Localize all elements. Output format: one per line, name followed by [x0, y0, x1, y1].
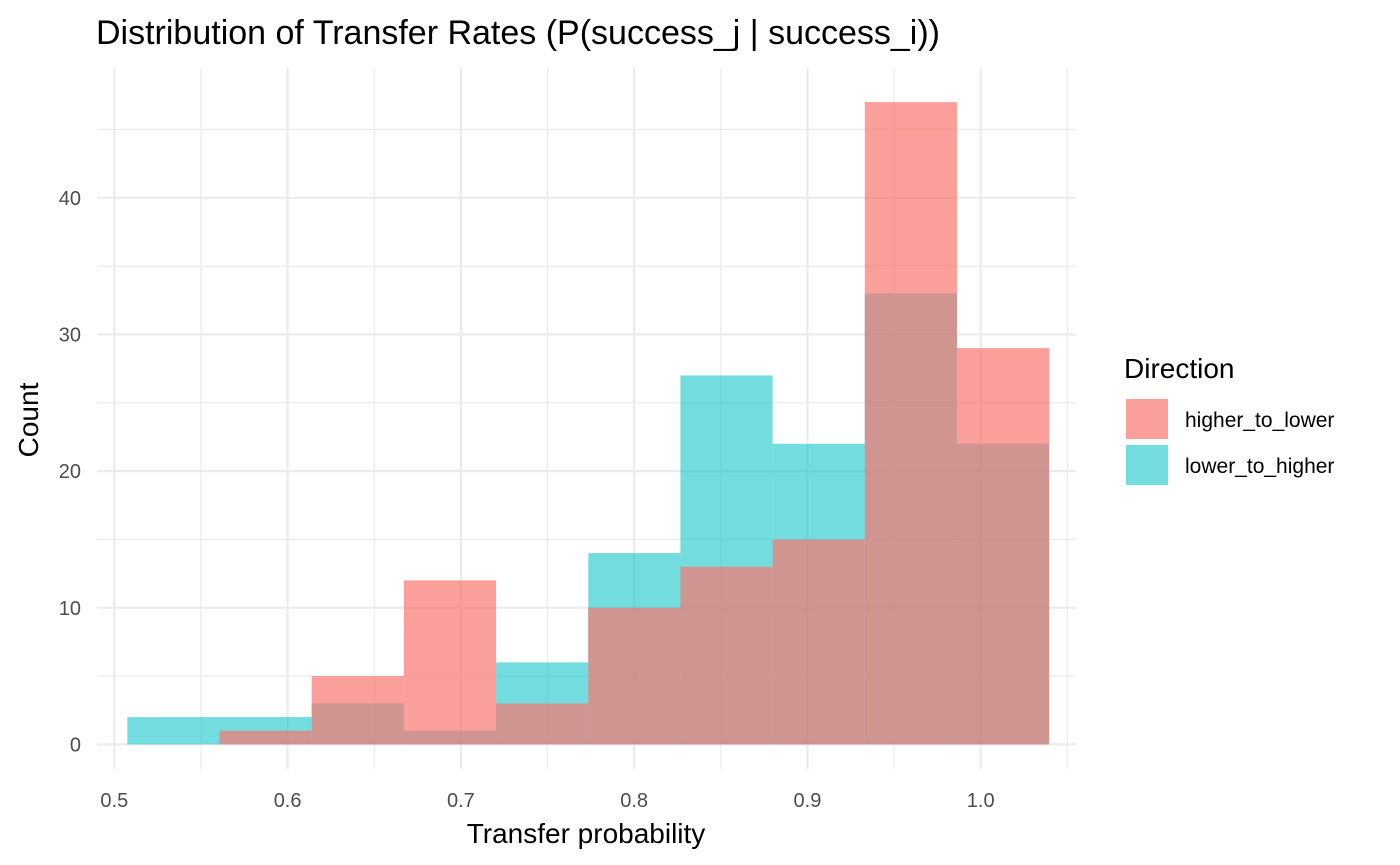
bar-lower_to_higher [127, 717, 220, 745]
bar-higher_to_lower [403, 580, 497, 745]
x-tick-label: 0.9 [794, 790, 822, 812]
y-axis-title: Count [13, 382, 44, 457]
y-tick-label: 20 [59, 461, 81, 483]
x-tick-label: 0.6 [274, 790, 302, 812]
bar-higher_to_lower [864, 102, 957, 745]
x-tick-label: 1.0 [967, 790, 995, 812]
y-tick-label: 40 [59, 188, 81, 210]
y-axis-ticks: 0 10 20 30 40 [59, 188, 81, 757]
bar-higher_to_lower [680, 566, 773, 745]
x-axis-ticks: 0.5 0.6 0.7 0.8 0.9 1.0 [100, 790, 994, 812]
bars [127, 102, 1050, 745]
y-tick-label: 10 [59, 598, 81, 620]
chart-title: Distribution of Transfer Rates (P(succes… [96, 14, 940, 52]
legend: Direction higher_to_lower lower_to_higher [1124, 353, 1334, 485]
bar-higher_to_lower [219, 730, 312, 745]
bar-higher_to_lower [772, 539, 865, 745]
bar-higher_to_lower [588, 607, 681, 745]
x-axis-title: Transfer probability [467, 818, 706, 849]
x-tick-label: 0.5 [100, 790, 128, 812]
y-tick-label: 0 [70, 734, 81, 756]
bar-higher_to_lower [311, 676, 404, 745]
legend-label-lower_to_higher: lower_to_higher [1185, 455, 1334, 478]
bar-higher_to_lower [496, 703, 589, 745]
y-tick-label: 30 [59, 324, 81, 346]
legend-label-higher_to_lower: higher_to_lower [1185, 409, 1334, 432]
x-tick-label: 0.7 [447, 790, 475, 812]
legend-swatch-lower_to_higher [1126, 445, 1168, 485]
x-tick-label: 0.8 [620, 790, 648, 812]
bar-higher_to_lower [956, 348, 1050, 745]
legend-swatch-higher_to_lower [1126, 399, 1168, 439]
legend-title: Direction [1124, 353, 1234, 384]
